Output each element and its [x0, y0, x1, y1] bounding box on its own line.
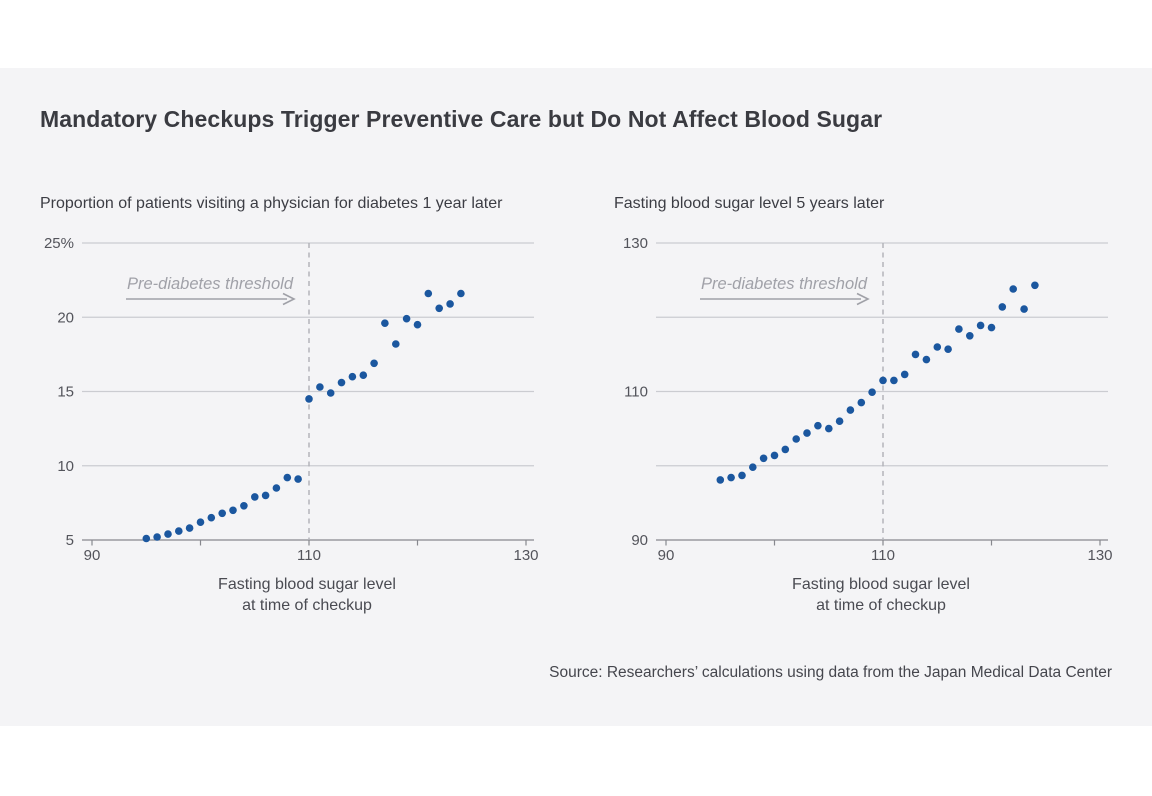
data-point — [283, 473, 292, 482]
data-point — [900, 370, 909, 379]
y-tick-label: 10 — [57, 458, 74, 475]
data-point — [814, 421, 822, 430]
x-tick-label: 130 — [1087, 547, 1112, 564]
data-point — [370, 359, 378, 368]
data-point — [142, 534, 151, 543]
y-tick-label: 5 — [66, 532, 74, 549]
data-point — [207, 513, 216, 522]
chart-subtitle-visits: Proportion of patients visiting a physic… — [40, 195, 503, 212]
data-point — [998, 303, 1007, 311]
data-point — [781, 445, 790, 454]
data-point — [1009, 285, 1017, 293]
y-tick-label: 90 — [631, 532, 648, 549]
x-tick-label: 90 — [84, 547, 101, 564]
data-point — [868, 388, 876, 396]
chart-block-blood-sugar: Fasting blood sugar level 5 years later … — [614, 193, 1126, 616]
data-point — [803, 429, 811, 437]
data-point — [987, 323, 996, 332]
data-point — [153, 533, 161, 541]
x-tick-label: 90 — [658, 547, 675, 564]
data-point — [716, 476, 725, 484]
x-axis-label-line1: Fasting blood sugar level — [218, 576, 396, 593]
chart-subtitle-blood-sugar: Fasting blood sugar level 5 years later — [614, 195, 885, 212]
data-point — [1031, 281, 1039, 290]
data-point — [835, 417, 844, 425]
data-point — [1020, 305, 1028, 313]
data-point — [435, 304, 444, 313]
data-point — [392, 340, 400, 348]
threshold-annotation-label: Pre-diabetes threshold — [701, 275, 868, 293]
source-note: Source: Researchers’ calculations using … — [549, 664, 1112, 681]
data-point — [738, 471, 746, 480]
data-point — [381, 319, 389, 327]
y-tick-label: 25% — [44, 235, 74, 252]
x-axis-label-visits: Fasting blood sugar level at time of che… — [40, 574, 574, 616]
data-point — [424, 289, 433, 298]
data-point — [944, 345, 952, 353]
data-point — [890, 376, 898, 385]
data-point — [348, 372, 357, 381]
data-point — [846, 406, 855, 414]
data-point — [792, 435, 800, 443]
data-point — [164, 530, 172, 538]
chart-block-visits: Proportion of patients visiting a physic… — [40, 193, 552, 616]
data-point — [251, 493, 259, 501]
chart-panel: Mandatory Checkups Trigger Preventive Ca… — [0, 68, 1152, 726]
x-tick-label: 130 — [513, 547, 538, 564]
x-axis-label-line1: Fasting blood sugar level — [792, 576, 970, 593]
data-point — [326, 389, 335, 397]
data-point — [911, 350, 920, 359]
x-axis-label-line2: at time of checkup — [242, 597, 372, 614]
data-point — [185, 524, 194, 532]
data-point — [240, 502, 248, 510]
data-point — [294, 475, 302, 483]
y-tick-label: 20 — [57, 309, 74, 326]
data-point — [966, 332, 974, 340]
data-point — [457, 289, 465, 298]
data-point — [727, 473, 735, 482]
data-point — [749, 463, 757, 471]
data-point — [272, 484, 281, 492]
data-point — [922, 355, 931, 364]
data-point — [402, 314, 411, 323]
data-point — [218, 509, 226, 518]
data-point — [305, 395, 313, 403]
data-point — [976, 321, 985, 330]
y-tick-label: 130 — [623, 235, 648, 252]
data-point — [316, 383, 324, 391]
y-tick-label: 110 — [624, 384, 648, 401]
data-point — [759, 454, 768, 463]
data-point — [955, 325, 963, 333]
scatter-plot-visits: 25% 20 15 10 5 90 110 130 Pre-diabetes threshold — [44, 235, 539, 564]
charts-row: Proportion of patients visiting a physic… — [40, 193, 1113, 616]
threshold-annotation-label: Pre-diabetes threshold — [127, 275, 294, 293]
threshold-arrow-head — [282, 292, 296, 306]
data-point — [337, 378, 346, 387]
data-point — [879, 376, 887, 385]
data-point — [857, 398, 866, 407]
data-point — [933, 343, 942, 351]
data-point — [261, 491, 270, 500]
page-title: Mandatory Checkups Trigger Preventive Ca… — [40, 106, 883, 132]
data-point — [413, 320, 422, 329]
x-tick-label: 110 — [871, 547, 895, 564]
data-point — [770, 451, 779, 460]
data-point — [175, 527, 183, 535]
scatter-plot-blood-sugar: 130 110 90 90 110 130 Pre-diabetes threshold — [623, 235, 1113, 564]
data-point — [446, 300, 454, 308]
x-axis-label-blood-sugar: Fasting blood sugar level at time of che… — [614, 574, 1148, 616]
threshold-arrow-head — [856, 292, 870, 306]
data-point — [196, 518, 205, 526]
y-tick-label: 15 — [57, 384, 74, 401]
data-point — [229, 506, 237, 515]
data-point — [359, 371, 368, 379]
data-point — [825, 424, 833, 433]
x-axis-label-line2: at time of checkup — [816, 597, 946, 614]
x-tick-label: 110 — [297, 547, 321, 564]
